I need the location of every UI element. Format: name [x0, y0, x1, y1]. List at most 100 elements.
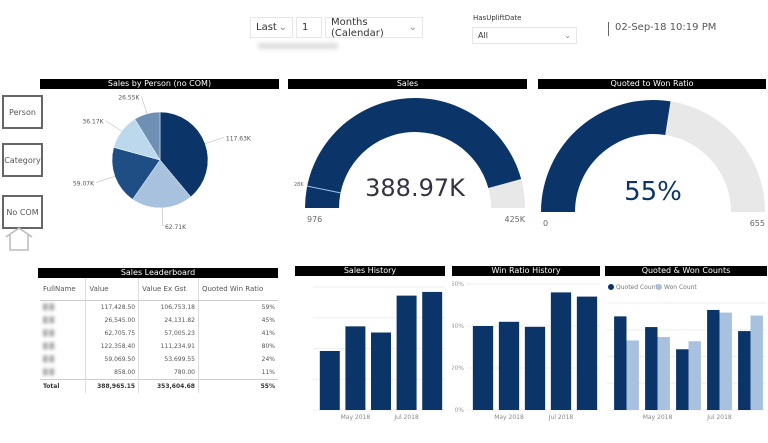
- gauge-fill: [541, 100, 671, 212]
- bar: [524, 326, 546, 410]
- chevron-down-icon: ⌄: [564, 31, 571, 40]
- pie-leader-line: [95, 176, 115, 183]
- pie-slice: [132, 159, 192, 209]
- slicer-person[interactable]: Person: [2, 95, 43, 129]
- period-count-value: 1: [302, 22, 309, 33]
- redacted-name: █ █: [43, 343, 55, 350]
- table-row[interactable]: █ █ 122,358.40 111,234.91 80%: [40, 340, 278, 353]
- table-cell: 11%: [197, 366, 278, 380]
- x-tick-label: Jul 2018: [393, 414, 419, 421]
- column-header[interactable]: Quoted Win Ratio: [197, 278, 278, 301]
- gauge-target-label: 28K: [294, 182, 304, 188]
- gauge-min: 0: [543, 219, 548, 228]
- table-cell: 62,705.75: [85, 327, 139, 340]
- pie-title: Sales by Person (no COM): [40, 79, 279, 89]
- pie-slice: [134, 111, 161, 161]
- redacted-name: █ █: [43, 304, 55, 311]
- table-cell: 111,234.91: [138, 340, 199, 353]
- table-row[interactable]: █ █ 858.00 780.00 11%: [40, 366, 278, 380]
- bar: [371, 332, 391, 410]
- period-count-input[interactable]: 1: [296, 17, 322, 38]
- chevron-down-icon: ⌄: [278, 22, 287, 33]
- bar: [422, 291, 443, 410]
- pie-leader-line: [205, 137, 225, 144]
- bar: [719, 312, 732, 410]
- gauge-value: 55%: [624, 177, 682, 207]
- bar: [676, 349, 689, 410]
- x-tick-label: Jul 2018: [548, 414, 574, 421]
- table-cell: 45%: [197, 314, 278, 327]
- total-cell: Total: [40, 379, 86, 393]
- column-header[interactable]: Value Ex Gst: [138, 278, 199, 301]
- redacted-name: █ █: [43, 369, 55, 376]
- x-tick-label: May 2018: [494, 414, 524, 421]
- leaderboard-table: FullName Value Value Ex Gst Quoted Win Rati…: [40, 278, 278, 393]
- table-row[interactable]: █ █ 117,428.50 106,753.18 59%: [40, 300, 278, 314]
- column-header[interactable]: Value: [85, 278, 139, 301]
- period-unit-value: Months (Calendar): [331, 16, 384, 39]
- bar: [645, 327, 658, 410]
- period-unit-dropdown[interactable]: Months (Calendar) ⌄: [325, 16, 423, 39]
- table-row[interactable]: █ █ 26,545.00 24,131.82 45%: [40, 314, 278, 327]
- pie-slice-label: 59.07K: [73, 180, 95, 187]
- date-range-text: [258, 43, 338, 49]
- sales-gauge: 388.97K 976 425K 28K: [294, 97, 526, 224]
- home-icon[interactable]: [4, 224, 34, 252]
- pie-slice-label: 117.63K: [226, 136, 252, 143]
- gauge-value: 388.97K: [365, 174, 466, 202]
- y-tick-label: 20%: [452, 365, 464, 372]
- column-header[interactable]: FullName: [40, 278, 86, 301]
- slicer-label: Category: [4, 155, 41, 165]
- pie-leader-line: [161, 207, 164, 226]
- legend-marker: [608, 284, 614, 290]
- table-cell: 53,699.55: [138, 353, 199, 366]
- bar: [750, 315, 763, 410]
- x-tick-label: May 2018: [341, 414, 371, 421]
- table-cell: 41%: [197, 327, 278, 340]
- bar: [576, 296, 598, 410]
- bar: [688, 341, 701, 410]
- bar: [657, 336, 670, 410]
- legend-marker: [656, 284, 662, 290]
- bar: [614, 316, 627, 410]
- period-mode-value: Last: [256, 22, 277, 33]
- table-row[interactable]: █ █ 59,069.50 53,699.55 24%: [40, 353, 278, 366]
- table-cell: 117,428.50: [85, 300, 139, 314]
- bar: [472, 326, 494, 410]
- pie-leader-line: [141, 96, 148, 114]
- win-ratio-history-title: Win Ratio History: [452, 266, 600, 276]
- sales-by-person-pie: 117.63K 62.71K 59.07K 36.17K 26.55K: [73, 94, 252, 230]
- pie-slice-label: 36.17K: [82, 118, 104, 125]
- bar: [319, 350, 340, 410]
- table-cell: 59%: [197, 300, 278, 314]
- table-cell: 24,131.82: [138, 314, 199, 327]
- ratio-gauge-title: Quoted to Won Ratio: [538, 79, 766, 89]
- table-cell: 780.00: [138, 366, 199, 380]
- y-tick-label: 60%: [452, 281, 464, 288]
- slicer-no-com[interactable]: No COM: [2, 195, 43, 229]
- total-cell: 388,965.15: [85, 379, 139, 393]
- slicer-category[interactable]: Category: [2, 143, 43, 177]
- uplift-dropdown[interactable]: All ⌄: [472, 27, 577, 44]
- gauge-max: 655: [750, 219, 765, 228]
- bar: [396, 295, 417, 410]
- win-ratio-history-chart: 0% 20% 40% 60% May 2018 Jul 2018: [452, 281, 600, 421]
- quoted-won-chart: May 2018 Jul 2018 Quoted Count Won Count: [607, 284, 766, 421]
- sales-gauge-title: Sales: [288, 79, 527, 89]
- table-cell: 26,545.00: [85, 314, 139, 327]
- pie-slice: [111, 147, 161, 200]
- pie-slice-label: 26.55K: [118, 94, 140, 101]
- table-cell: 122,358.40: [85, 340, 139, 353]
- slicer-label: Person: [9, 107, 36, 117]
- uplift-value: All: [478, 31, 488, 40]
- bar: [738, 331, 751, 410]
- redacted-name: █ █: [43, 356, 55, 363]
- pie-leader-line: [105, 120, 122, 132]
- bar: [498, 321, 520, 410]
- pie-slice-label: 62.71K: [165, 224, 187, 230]
- period-mode-dropdown[interactable]: Last ⌄: [250, 17, 293, 38]
- legend-label: Quoted Count: [616, 284, 658, 291]
- table-row[interactable]: █ █ 62,705.75 57,005.23 41%: [40, 327, 278, 340]
- slicer-label: No COM: [6, 207, 39, 217]
- x-tick-label: May 2018: [643, 414, 673, 421]
